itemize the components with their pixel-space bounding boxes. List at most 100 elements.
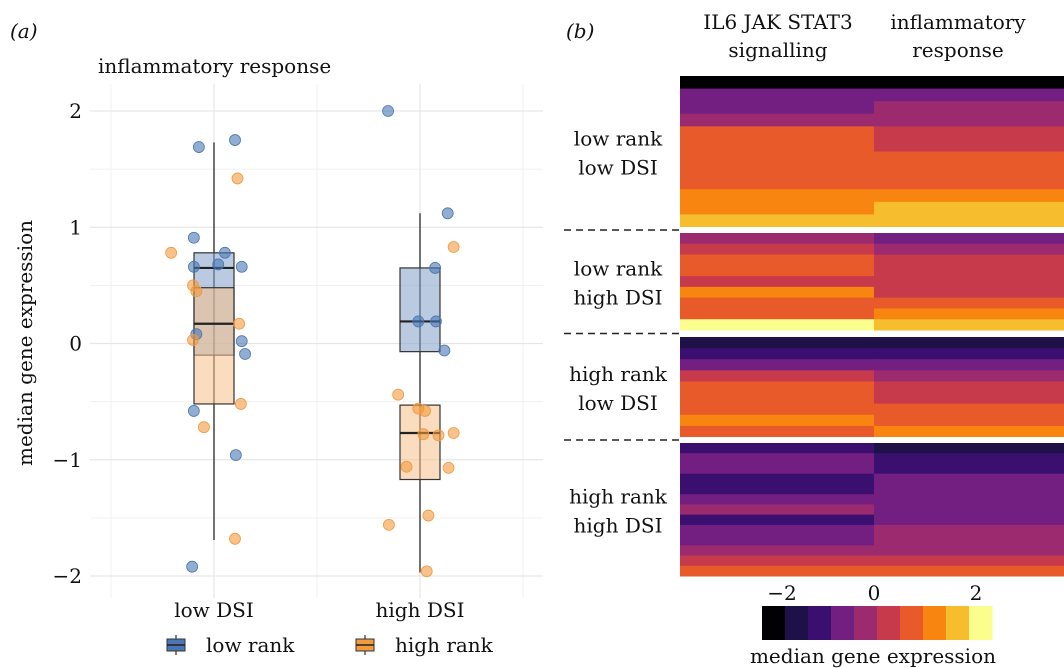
heatmap-cell [680, 473, 875, 485]
heatmap-cell [680, 164, 875, 178]
heatmap-cell [680, 214, 875, 228]
panel-b-heatmap [680, 76, 1064, 577]
heatmap-cell [680, 392, 875, 405]
panel-b-column-headers: IL6 JAK STAT3 signalling inflammatory respo… [703, 10, 1026, 62]
y-tick-label: 1 [69, 215, 82, 239]
heatmap-cell [680, 101, 875, 115]
heatmap-cell [680, 545, 875, 557]
heatmap-cell [874, 243, 1064, 256]
heatmap-cell [874, 524, 1064, 536]
panel-a-title: inflammatory response [98, 54, 331, 78]
heatmap-cell [680, 233, 875, 245]
colorbar-swatch [831, 606, 855, 640]
heatmap-cell [874, 370, 1064, 382]
data-point [420, 565, 433, 578]
heatmap-cell [680, 126, 875, 140]
row-group-label: low rank [574, 127, 663, 151]
heatmap-cell [680, 443, 875, 454]
heatmap-cell [874, 403, 1064, 416]
heatmap-cell [680, 535, 875, 546]
heatmap-cell [680, 254, 875, 266]
heatmap-cell [874, 254, 1064, 266]
colorbar-swatch [785, 606, 809, 640]
heatmap-cell [680, 453, 875, 464]
heatmap-cell [680, 414, 875, 427]
colorbar-swatch [877, 606, 901, 640]
heatmap-cell [874, 392, 1064, 405]
heatmap-cell [874, 308, 1064, 320]
heatmap-cell [680, 243, 875, 256]
data-point [229, 449, 242, 462]
data-point [447, 241, 460, 253]
row-group-label: low DSI [578, 156, 658, 180]
panel-a-legend: low rank high rank [166, 633, 494, 657]
heatmap-cell [680, 348, 875, 360]
heatmap-cell [874, 535, 1064, 546]
data-point [447, 427, 460, 439]
heatmap-cell [874, 504, 1064, 516]
data-point [190, 285, 203, 298]
panel-a-grid [90, 84, 543, 598]
heatmap-cell [874, 565, 1064, 577]
panel-b-label: (b) [566, 19, 594, 43]
data-point [219, 246, 231, 259]
column-header: inflammatory [890, 10, 1026, 34]
heatmap-cell [680, 524, 875, 536]
heatmap-cell [680, 504, 875, 516]
heatmap-cell [874, 101, 1064, 115]
heatmap-cell [874, 381, 1064, 394]
data-point [392, 388, 405, 401]
data-point [442, 461, 455, 474]
box [193, 287, 235, 405]
data-point [417, 428, 430, 441]
panel-a-x-tick-labels: low DSI high DSI [174, 598, 464, 622]
colorbar-swatch [762, 606, 786, 640]
heatmap-cell [874, 483, 1064, 495]
data-point [165, 246, 178, 259]
data-point [234, 398, 247, 410]
data-point [229, 134, 241, 146]
heatmap-cell [874, 88, 1064, 102]
heatmap-cell [874, 138, 1064, 152]
heatmap-cell [680, 514, 875, 526]
data-point [229, 532, 241, 545]
heatmap-cell [680, 113, 875, 127]
heatmap-cell [680, 286, 875, 299]
heatmap-cell [680, 201, 875, 215]
group-separator-gap [680, 227, 1064, 233]
heatmap-cell [874, 414, 1064, 427]
colorbar-swatch [969, 606, 993, 640]
y-tick-label: −2 [53, 564, 82, 588]
heatmap-cell [874, 276, 1064, 288]
data-point [383, 518, 395, 531]
heatmap-cell [874, 319, 1064, 331]
data-point [438, 344, 451, 357]
data-point [422, 509, 435, 522]
heatmap-cell [680, 359, 875, 371]
heatmap-cell [680, 138, 875, 152]
data-point [412, 315, 425, 328]
heatmap-cell [874, 463, 1064, 475]
heatmap-cell [680, 276, 875, 288]
row-group-label: low DSI [578, 391, 658, 415]
colorbar-swatch [946, 606, 970, 640]
heatmap-cell [680, 265, 875, 277]
data-point [187, 260, 200, 273]
data-point [231, 172, 244, 185]
panel-a-y-axis-label: median gene expression [13, 220, 37, 466]
heatmap-cell [874, 337, 1064, 349]
heatmap-cell [680, 463, 875, 475]
heatmap-cell [680, 370, 875, 382]
data-point [187, 334, 199, 346]
heatmap-cell [680, 308, 875, 320]
data-point [187, 231, 200, 244]
colorbar-swatch [900, 606, 924, 640]
heatmap-cell [874, 151, 1064, 165]
data-point [235, 260, 248, 273]
data-point [400, 460, 413, 473]
heatmap-cell [874, 164, 1064, 178]
heatmap-cell [680, 319, 875, 331]
heatmap-cell [874, 473, 1064, 485]
heatmap-cell [874, 201, 1064, 215]
